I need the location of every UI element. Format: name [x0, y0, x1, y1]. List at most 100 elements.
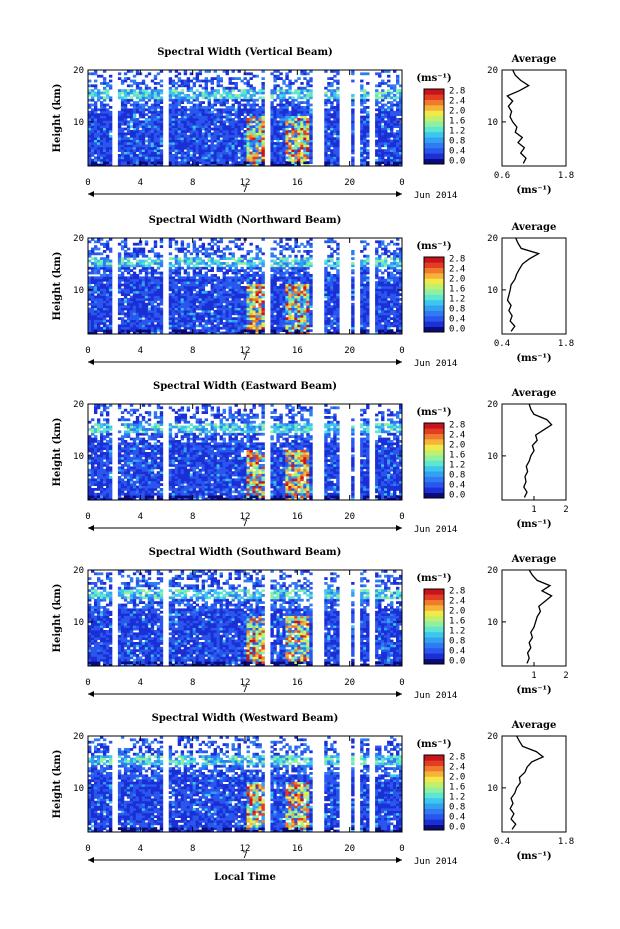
heatmap-cell — [93, 252, 98, 256]
heatmap-cell — [294, 259, 298, 263]
heatmap-cell — [132, 264, 137, 268]
heatmap-cell — [138, 132, 143, 136]
heatmap-cell — [258, 149, 262, 152]
heatmap-cell — [174, 132, 179, 136]
heatmap-cell — [306, 118, 310, 121]
heatmap-cell — [207, 329, 212, 332]
heatmap-cell — [180, 247, 185, 251]
heatmap-cell — [102, 77, 107, 80]
heatmap-cell — [237, 96, 241, 100]
heatmap-cell — [333, 110, 337, 114]
heatmap-cell — [252, 283, 256, 287]
heatmap-cell — [117, 72, 122, 76]
heatmap-cell — [120, 163, 125, 167]
heatmap-cell — [126, 314, 131, 318]
heatmap-cell — [126, 110, 131, 114]
heatmap-cell — [117, 302, 122, 306]
heatmap-cell — [381, 132, 385, 136]
heatmap-cell — [201, 115, 206, 119]
heatmap-cell — [147, 300, 152, 304]
heatmap-cell — [327, 144, 331, 148]
x-tick-label: 0 — [85, 178, 90, 188]
heatmap-cell — [156, 139, 161, 143]
heatmap-cell — [183, 137, 188, 140]
heatmap-cell — [234, 158, 238, 162]
heatmap-cell — [93, 322, 98, 325]
heatmap-cell — [303, 118, 307, 121]
heatmap-cell — [147, 139, 152, 143]
heatmap-cell — [171, 120, 176, 124]
heatmap-cell — [135, 84, 140, 88]
heatmap-cell — [132, 329, 137, 332]
heatmap-cell — [99, 137, 104, 140]
heatmap-cell — [168, 276, 173, 280]
heatmap-cell — [102, 127, 107, 131]
heatmap-cell — [138, 106, 143, 109]
heatmap-cell — [171, 108, 176, 112]
heatmap-cell — [195, 300, 200, 304]
heatmap-cell — [219, 322, 223, 325]
heatmap-cell — [288, 79, 292, 83]
heatmap-cell — [168, 134, 173, 138]
heatmap-cell — [192, 305, 197, 308]
heatmap-cell — [141, 130, 146, 133]
heatmap-cell — [222, 146, 226, 150]
heatmap-cell — [225, 331, 229, 335]
heatmap-cell — [120, 240, 125, 244]
heatmap-cell — [144, 118, 149, 121]
heatmap-cell — [390, 96, 394, 100]
heatmap-cell — [144, 302, 149, 306]
heatmap-cell — [96, 134, 101, 138]
heatmap-cell — [183, 247, 188, 251]
heatmap-cell — [285, 125, 289, 128]
heatmap-cell — [249, 142, 253, 145]
heatmap-cell — [330, 149, 334, 152]
heatmap-cell — [216, 132, 220, 136]
heatmap-cell — [237, 156, 241, 160]
heatmap-cell — [225, 130, 229, 133]
heatmap-cell — [88, 307, 92, 311]
heatmap-cell — [387, 142, 391, 145]
heatmap-cell — [180, 312, 185, 316]
heatmap-cell — [213, 96, 217, 100]
heatmap-cell — [294, 288, 298, 292]
heatmap-cell — [270, 298, 274, 301]
heatmap-cell — [303, 331, 307, 335]
heatmap-cell — [228, 120, 232, 124]
heatmap-cell — [249, 72, 253, 76]
heatmap-cell — [285, 329, 289, 332]
heatmap-cell — [105, 137, 110, 140]
heatmap-cell — [147, 326, 152, 330]
heatmap-cell — [198, 125, 203, 128]
heatmap-cell — [255, 74, 259, 78]
heatmap-cell — [108, 302, 113, 306]
heatmap-cell — [168, 122, 173, 126]
heatmap-cell — [141, 254, 146, 258]
heatmap-cell — [204, 84, 209, 88]
heatmap-cell — [147, 72, 152, 76]
heatmap-cell — [207, 91, 212, 95]
heatmap-cell — [144, 322, 149, 325]
heatmap-cell — [300, 329, 304, 332]
heatmap-cell — [291, 132, 295, 136]
heatmap-cell — [303, 312, 307, 316]
heatmap-cell — [303, 264, 307, 268]
heatmap-cell — [93, 278, 98, 282]
heatmap-cell — [93, 247, 98, 251]
heatmap-cell — [120, 101, 125, 104]
heatmap-cell — [198, 108, 203, 112]
heatmap-cell — [270, 142, 274, 145]
heatmap-cell — [375, 84, 379, 88]
heatmap-cell — [282, 310, 286, 313]
heatmap-cell — [297, 305, 301, 308]
heatmap-cell — [210, 269, 214, 272]
heatmap-cell — [378, 113, 382, 116]
heatmap-cell — [120, 288, 125, 292]
heatmap-cell — [132, 281, 137, 284]
heatmap-cell — [282, 158, 286, 162]
heatmap-cell — [306, 82, 310, 85]
heatmap-cell — [90, 132, 95, 136]
heatmap-cell — [171, 103, 176, 107]
heatmap-cell — [303, 161, 307, 164]
heatmap-cell — [351, 142, 355, 145]
